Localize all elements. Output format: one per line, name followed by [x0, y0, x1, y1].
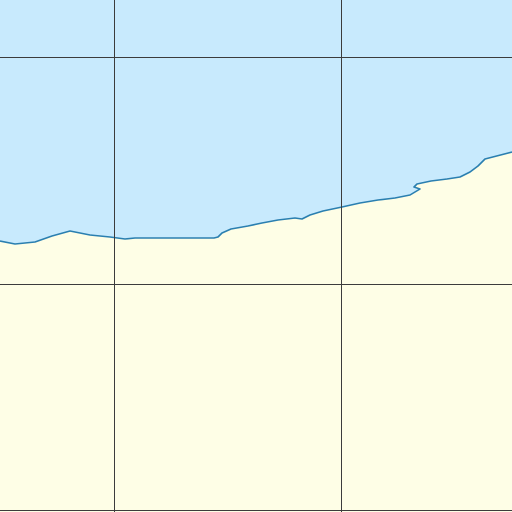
water-area	[0, 0, 512, 244]
